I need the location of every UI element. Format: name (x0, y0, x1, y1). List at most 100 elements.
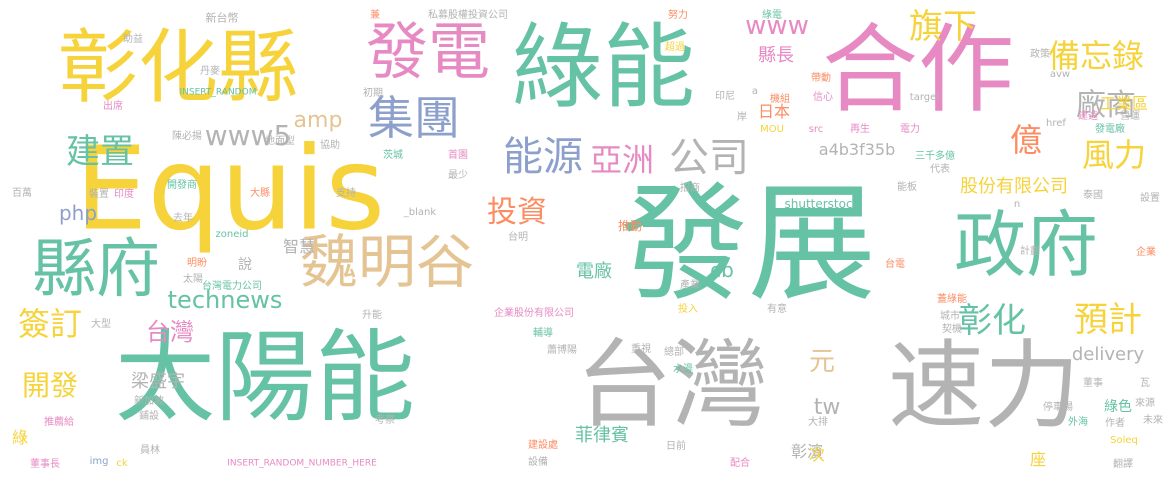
word-shengneng: 升能 (362, 310, 382, 321)
word-beiwanglu: 備忘錄 (1047, 37, 1145, 75)
word-feilvbin: 菲律賓 (575, 425, 629, 446)
word-simu: 私募股權投資公司 (428, 10, 508, 21)
word-chengshi: 城市 (940, 311, 960, 322)
word-shezhi: 設置 (1140, 193, 1160, 204)
word-fengli: 風力 (1081, 136, 1147, 174)
word-equis: Equis (74, 122, 386, 257)
word-a: a (751, 86, 759, 97)
word-ck: ck (116, 458, 128, 469)
word-soleq: Soleq (1110, 435, 1138, 446)
word-fadianchang: 發電廠 (1095, 124, 1125, 135)
word-dongshi: 董事 (1083, 378, 1103, 389)
word-taidian-company: 台灣電力公司 (202, 281, 262, 292)
word-fazhan: 發展 (619, 170, 877, 319)
word-chaoguo: 超過 (665, 42, 685, 53)
word-zhanghua: 彰化 (958, 301, 1026, 341)
word-nengyuan: 能源 (503, 134, 583, 180)
word-kaocha: 考察 (375, 415, 395, 426)
word-zhuyi: 助益 (123, 34, 143, 45)
word-touzi: 投資 (487, 195, 547, 230)
word-yuji: 預計 (1074, 300, 1142, 340)
word-zhihui: 智慧 (282, 237, 316, 256)
word-target: target (909, 92, 941, 103)
word-www: www (745, 11, 809, 41)
word-nuli: 努力 (668, 10, 688, 21)
word-zhaoshang: 招商 (680, 183, 700, 194)
word-weilai: 未來 (1143, 415, 1163, 426)
word-taiyang: 太陽 (183, 274, 203, 285)
word-yindu: 印度 (114, 189, 134, 200)
word-youyi: 有意 (767, 304, 787, 315)
word-daidong: 帶動 (811, 73, 831, 84)
word-taiming: 台明 (508, 232, 528, 243)
word-nengban: 能板 (897, 182, 917, 193)
word-gufen: 股份有限公司 (960, 176, 1068, 197)
word-taiwan-small: 台灣 (146, 318, 194, 346)
word-href: href (1046, 118, 1066, 129)
word-delivery: delivery (1071, 344, 1145, 365)
word-yuan: 元 (808, 347, 836, 377)
word-chuxi: 出席 (103, 101, 123, 112)
word-fanyi: 翻譯 (1113, 459, 1133, 470)
word-gailvneng: 蓋綠能 (937, 294, 967, 305)
word-insert-random-number: INSERT_RANDOM_NUMBER_HERE (227, 458, 377, 469)
word-ci: 次 (808, 445, 826, 464)
word-zhangbin: 彰濱 (790, 442, 824, 461)
word-jianzhi: 建置 (66, 132, 134, 172)
word-mou: MOU (760, 124, 784, 135)
word-fadian: 發電 (365, 15, 491, 88)
word-jianshechu: 建設處 (528, 440, 558, 451)
word-liangshengyu: 梁盛宇 (131, 371, 185, 392)
word-riqian: 日前 (666, 441, 686, 452)
word-dapai: 大排 (808, 417, 828, 428)
word-dongshizhang: 董事長 (30, 459, 60, 470)
word-cicheng: 茨城 (383, 150, 403, 161)
word-zhuangzhi: 裝置 (89, 189, 109, 200)
word-www5: www5 (204, 119, 292, 152)
word-taiwan-large: 台灣 (576, 329, 768, 441)
word-laiyuan: 來源 (1135, 398, 1155, 409)
word-xiezhu: 協助 (320, 140, 340, 151)
word-tuijiangei: 推薦給 (44, 417, 74, 428)
word-fudao: 輔導 (533, 328, 553, 339)
word-daibiao: 代表 (930, 164, 950, 175)
word-jihua: 計劃 (1020, 246, 1040, 257)
word-jianzao: 建造 (1078, 111, 1098, 122)
word-riben: 日本 (757, 102, 791, 121)
word-shebei: 設備 (528, 457, 548, 468)
word-taiguo: 泰國 (1083, 190, 1103, 201)
word-n: n (1013, 199, 1021, 210)
word-wa: 瓦 (1140, 378, 1150, 389)
word-changshang: 廠商 (1076, 88, 1136, 123)
word-qixia: 旗下 (909, 7, 977, 47)
word-zhanghua-county: 彰化縣 (58, 21, 298, 114)
word-lvse: 綠色 (1104, 399, 1132, 415)
word-xianfu: 縣府 (32, 233, 160, 307)
word-jizu: 機組 (770, 94, 790, 105)
word-xinxin: 信心 (813, 92, 833, 103)
word-shutterstock: shutterstock (784, 197, 860, 211)
word-xianzhang: 縣長 (758, 45, 794, 66)
word-zhichi: 支持 (336, 188, 356, 199)
word-zhengce: 政策 (1030, 49, 1050, 60)
word-danmai: 丹麥 (200, 66, 220, 77)
word-qiji: 契機 (942, 324, 962, 335)
word-tingchechang: 停車場 (1043, 402, 1073, 413)
word-mingpan: 明盼 (187, 258, 207, 269)
word-touru: 投入 (678, 304, 698, 315)
word-chanye: 產業 (680, 280, 700, 291)
word-kaifashang: 開發商 (167, 180, 197, 191)
word-daxian: 大縣 (250, 188, 270, 199)
word-taidian: 台電 (885, 259, 905, 270)
word-amp: amp (293, 108, 343, 133)
word-baiwan: 百萬 (12, 188, 32, 199)
word-yingyun: 營運 (1120, 111, 1140, 122)
word-chenbiyang: 陳必揚 (172, 131, 202, 142)
word-yuanlin: 員林 (140, 445, 160, 456)
word-dianli: 電力 (900, 124, 920, 135)
word-qiye-gufen: 企業股份有限公司 (494, 308, 574, 319)
word-xiaoboyang: 蕭博陽 (547, 345, 577, 356)
word-weimingu: 魏明谷 (299, 228, 475, 296)
word-lvdian: 綠電 (762, 10, 782, 21)
